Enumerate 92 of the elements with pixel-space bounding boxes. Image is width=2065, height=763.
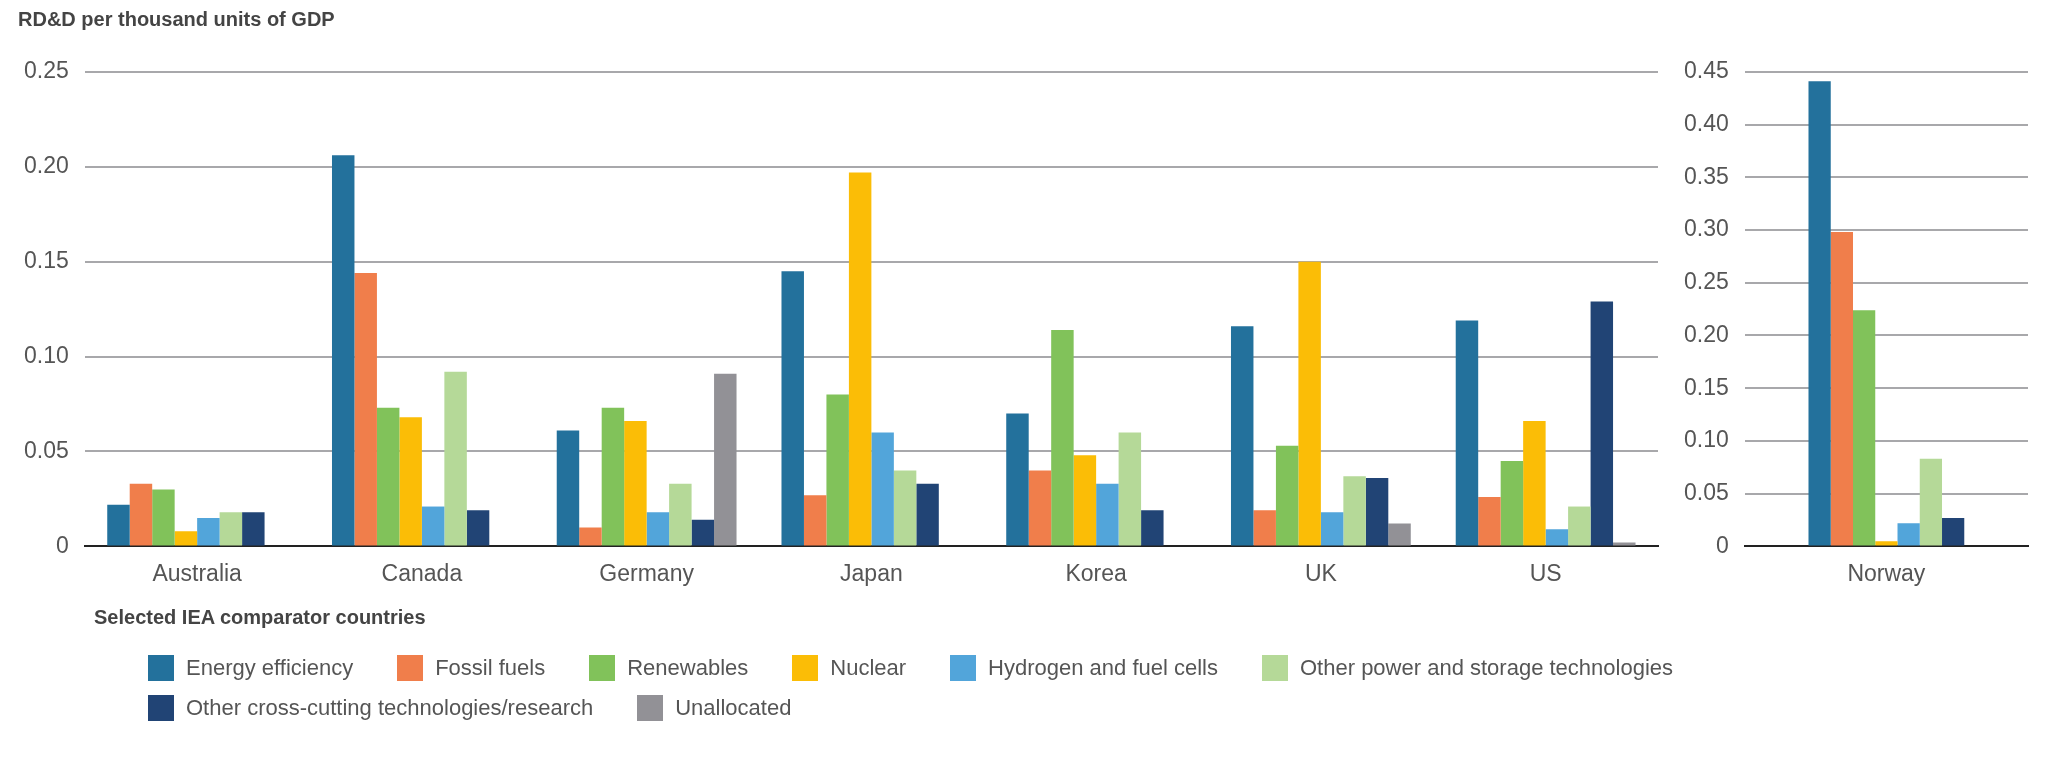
x-tick-label: UK [1304, 559, 1338, 586]
bar [1073, 455, 1097, 546]
legend-label: Other power and storage technologies [1300, 655, 1674, 681]
bar [152, 489, 175, 546]
bar [1096, 483, 1119, 546]
y-tick-label: 0.15 [24, 246, 69, 273]
bar [1006, 413, 1029, 546]
x-tick-label: Canada [381, 559, 463, 586]
bar [803, 495, 827, 546]
bar [669, 483, 692, 546]
x-tick-label: Norway [1847, 559, 1926, 586]
bar [556, 430, 580, 546]
legend-label: Other cross-cutting technologies/research [186, 695, 594, 721]
bar [1343, 476, 1366, 546]
bar [1590, 301, 1614, 546]
bar [1853, 310, 1876, 546]
bar [197, 517, 220, 546]
bar [174, 531, 198, 546]
bar [466, 510, 490, 546]
x-tick-label: Australia [152, 559, 243, 586]
bar [781, 271, 804, 546]
bar [1051, 329, 1074, 546]
bar [714, 373, 737, 546]
bar [107, 504, 130, 546]
bar [1545, 529, 1569, 546]
bar [646, 512, 670, 546]
bar [1253, 510, 1276, 546]
y-tick-label: 0.10 [24, 341, 69, 368]
y-tick-label: 0.15 [1684, 373, 1729, 400]
legend-label: Energy efficiency [186, 655, 354, 681]
y-tick-label: 0.25 [1684, 268, 1729, 295]
y-tick-label: 0.45 [1684, 57, 1729, 84]
bar [354, 273, 377, 546]
y-tick-label: 0.25 [24, 57, 69, 84]
bar [1919, 458, 1943, 546]
bar [1478, 497, 1501, 546]
bar [1141, 510, 1164, 546]
legend-label: Hydrogen and fuel cells [988, 655, 1218, 681]
x-tick-label: Japan [840, 559, 903, 586]
bar [1897, 523, 1920, 546]
bar [1365, 478, 1389, 546]
x-axis-title: Selected IEA comparator countries [93, 606, 427, 629]
bar [624, 421, 647, 546]
bar [1118, 432, 1142, 546]
bar [1942, 517, 1965, 546]
bar [376, 407, 400, 546]
legend-label: Nuclear [830, 655, 907, 681]
y-tick-label: 0.20 [24, 152, 69, 179]
y-tick-label: 0.40 [1684, 109, 1729, 136]
bar [444, 371, 467, 546]
bar [129, 483, 153, 546]
bar [601, 407, 625, 546]
bar [1523, 421, 1546, 546]
bar [1230, 326, 1254, 546]
bar [826, 394, 849, 546]
bar [1500, 460, 1524, 546]
bar [579, 527, 602, 546]
bar [1388, 523, 1411, 546]
y-tick-label: 0.05 [24, 436, 69, 463]
bar [1320, 512, 1344, 546]
bar [848, 172, 872, 546]
legend-label: Unallocated [675, 695, 792, 721]
legend-label: Renewables [627, 655, 749, 681]
bar [1028, 470, 1052, 546]
y-tick-label: 0 [1715, 531, 1729, 558]
y-tick-label: 0.35 [1684, 162, 1729, 189]
bar [1875, 541, 1898, 546]
bar [421, 506, 445, 546]
bar [242, 512, 265, 546]
y-tick-label: 0 [55, 531, 69, 558]
bar [1808, 81, 1831, 546]
bar [916, 483, 939, 546]
x-tick-label: US [1529, 559, 1562, 586]
bar [871, 432, 894, 546]
y-tick-label: 0.20 [1684, 320, 1729, 347]
bar [219, 512, 243, 546]
y-tick-label: 0.10 [1684, 426, 1729, 453]
x-tick-label: Korea [1065, 559, 1128, 586]
y-axis-title: RD&D per thousand units of GDP [18, 8, 335, 30]
bar [399, 417, 422, 546]
bar [1275, 445, 1299, 546]
bar [691, 519, 715, 546]
bar [1568, 506, 1591, 546]
bar [331, 155, 355, 546]
bar [893, 470, 917, 546]
bar [1298, 261, 1321, 546]
bar [1830, 232, 1853, 546]
y-tick-label: 0.30 [1684, 215, 1729, 242]
legend-label: Fossil fuels [435, 655, 546, 681]
bar [1455, 320, 1479, 546]
y-tick-label: 0.05 [1684, 479, 1729, 506]
x-tick-label: Germany [599, 559, 695, 586]
